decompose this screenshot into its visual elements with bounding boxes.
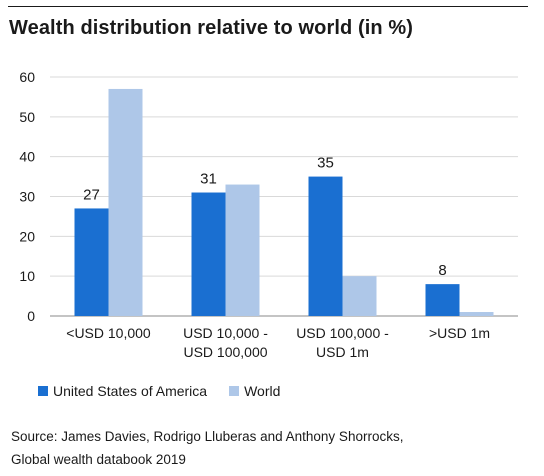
y-tick-label: 10 <box>19 268 35 284</box>
x-tick-label: USD 10,000 - <box>183 325 268 341</box>
legend-item-usa: United States of America <box>38 383 207 399</box>
y-tick-label: 40 <box>19 149 35 165</box>
source-line-1: Source: James Davies, Rodrigo Lluberas a… <box>11 429 404 444</box>
y-tick-label: 0 <box>27 308 35 324</box>
x-tick-label: USD 1m <box>316 344 369 360</box>
legend-item-world: World <box>229 383 280 399</box>
bar-world <box>342 276 377 316</box>
bar-world <box>108 88 143 316</box>
legend-swatch-world <box>229 386 240 396</box>
data-label: 27 <box>83 186 100 203</box>
y-tick-label: 60 <box>19 69 35 85</box>
y-tick-label: 20 <box>19 228 35 244</box>
x-tick-label: USD 100,000 <box>183 344 267 360</box>
bar-chart: 0 10 20 30 40 50 60 27 <USD 10,000 31 USD 10,000 -… <box>19 69 518 360</box>
data-label: 35 <box>317 155 334 172</box>
bar-usa <box>74 208 109 316</box>
source-line-2: Global wealth databook 2019 <box>11 452 186 467</box>
legend-swatch-usa <box>38 386 48 396</box>
bar-world <box>459 312 494 316</box>
top-rule <box>8 6 528 7</box>
legend: United States of America World <box>38 383 302 399</box>
bar-usa <box>191 192 226 316</box>
bar-usa <box>308 176 343 316</box>
y-tick-label: 50 <box>19 109 35 125</box>
data-label: 31 <box>200 171 217 188</box>
x-tick-label: <USD 10,000 <box>66 325 151 341</box>
x-tick-label: USD 100,000 - <box>296 325 389 341</box>
bar-world <box>225 184 260 316</box>
source-note: Source: James Davies, Rodrigo Lluberas a… <box>11 425 403 471</box>
legend-label-usa: United States of America <box>53 383 208 399</box>
chart-title: Wealth distribution relative to world (i… <box>9 17 414 39</box>
legend-label-world: World <box>244 383 281 399</box>
y-tick-label: 30 <box>19 189 35 205</box>
x-tick-label: >USD 1m <box>429 325 490 341</box>
bar-usa <box>425 284 460 316</box>
data-label: 8 <box>438 262 446 279</box>
